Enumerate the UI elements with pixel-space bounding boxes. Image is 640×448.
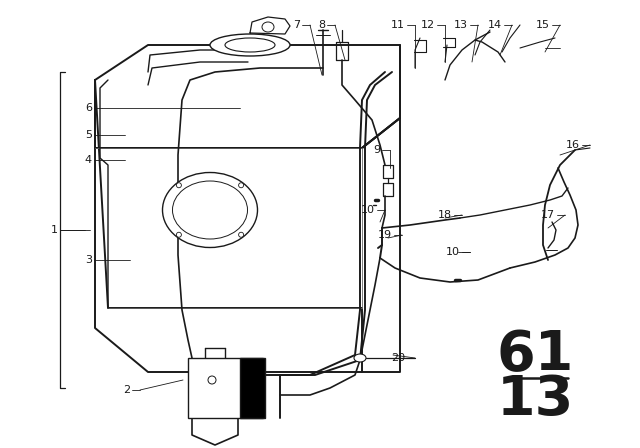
Ellipse shape [239,232,244,237]
FancyBboxPatch shape [188,358,263,418]
Ellipse shape [225,38,275,52]
Text: 61: 61 [496,328,573,382]
Text: 10: 10 [446,247,460,257]
Text: 15: 15 [536,20,550,30]
Text: 1: 1 [51,225,58,235]
Ellipse shape [210,34,290,56]
Text: 20: 20 [391,353,405,363]
Text: 12: 12 [421,20,435,30]
Ellipse shape [177,183,181,188]
Ellipse shape [177,232,181,237]
Text: 17: 17 [541,210,555,220]
Ellipse shape [163,172,257,247]
Ellipse shape [354,354,366,362]
Text: 8: 8 [318,20,325,30]
Text: 6: 6 [85,103,92,113]
Ellipse shape [208,376,216,384]
Text: 13: 13 [454,20,468,30]
Text: 2: 2 [123,385,130,395]
Text: 16: 16 [566,140,580,150]
Ellipse shape [173,181,248,239]
Ellipse shape [262,22,274,32]
Text: 9: 9 [373,145,380,155]
Text: 19: 19 [378,230,392,240]
Text: 18: 18 [438,210,452,220]
Text: 7: 7 [293,20,300,30]
Ellipse shape [239,183,244,188]
Text: 14: 14 [488,20,502,30]
Text: 11: 11 [391,20,405,30]
FancyBboxPatch shape [240,358,265,418]
Text: 13: 13 [497,373,573,427]
Text: 4: 4 [85,155,92,165]
Text: 10: 10 [361,205,375,215]
Text: 3: 3 [85,255,92,265]
Text: 5: 5 [85,130,92,140]
